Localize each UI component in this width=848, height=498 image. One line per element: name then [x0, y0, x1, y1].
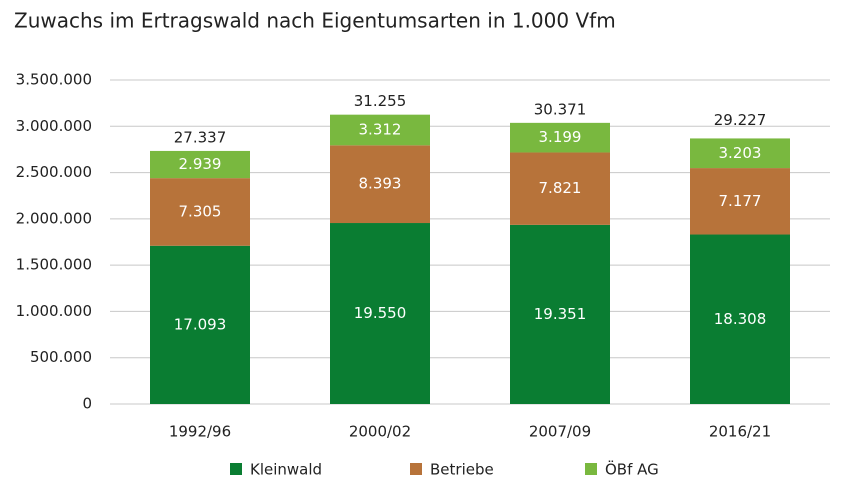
- bar-segment: [690, 138, 790, 169]
- x-tick-label: 2016/21: [709, 423, 771, 441]
- data-label: 3.199: [539, 128, 582, 146]
- x-tick-label: 2000/02: [349, 423, 411, 441]
- data-label: 3.312: [359, 120, 402, 138]
- bar-segment: [690, 234, 790, 404]
- legend-label: ÖBf AG: [605, 460, 659, 479]
- y-tick-label: 3.000.000: [16, 117, 92, 135]
- y-tick-label: 1.000.000: [16, 302, 92, 320]
- data-label: 7.821: [539, 179, 582, 197]
- data-label: 18.308: [714, 310, 767, 328]
- bar-segment: [150, 245, 250, 404]
- y-tick-label: 3.500.000: [16, 71, 92, 89]
- legend-swatch: [585, 463, 597, 475]
- data-label: 19.351: [534, 305, 587, 323]
- legend-label: Kleinwald: [250, 461, 322, 479]
- bar-segment: [330, 223, 430, 404]
- bar-segment: [510, 152, 610, 225]
- x-tick-label: 2007/09: [529, 423, 591, 441]
- data-label: 7.177: [719, 192, 762, 210]
- y-tick-label: 2.000.000: [16, 209, 92, 227]
- y-tick-label: 2.500.000: [16, 163, 92, 181]
- y-tick-label: 500.000: [30, 348, 92, 366]
- bar-segment: [330, 145, 430, 224]
- data-label: 3.203: [719, 144, 762, 162]
- y-tick-label: 1.500.000: [16, 256, 92, 274]
- total-label: 31.255: [354, 92, 407, 110]
- bar-segment: [690, 168, 790, 235]
- total-label: 30.371: [534, 100, 587, 118]
- chart-title: Zuwachs im Ertragswald nach Eigentumsart…: [14, 9, 616, 33]
- bar-segment: [330, 114, 430, 146]
- bar-segment: [510, 224, 610, 404]
- legend-swatch: [410, 463, 422, 475]
- x-tick-label: 1992/96: [169, 423, 231, 441]
- total-label: 27.337: [174, 128, 227, 146]
- data-label: 7.305: [179, 202, 222, 220]
- data-label: 19.550: [354, 304, 407, 322]
- data-label: 8.393: [359, 175, 402, 193]
- data-label: 2.939: [179, 155, 222, 173]
- legend-label: Betriebe: [430, 461, 494, 479]
- y-tick-label: 0: [82, 395, 92, 413]
- bar-segment: [510, 122, 610, 153]
- total-label: 29.227: [714, 111, 767, 129]
- bar-segment: [150, 150, 250, 179]
- bar-segment: [150, 178, 250, 246]
- legend-swatch: [230, 463, 242, 475]
- data-label: 17.093: [174, 315, 227, 333]
